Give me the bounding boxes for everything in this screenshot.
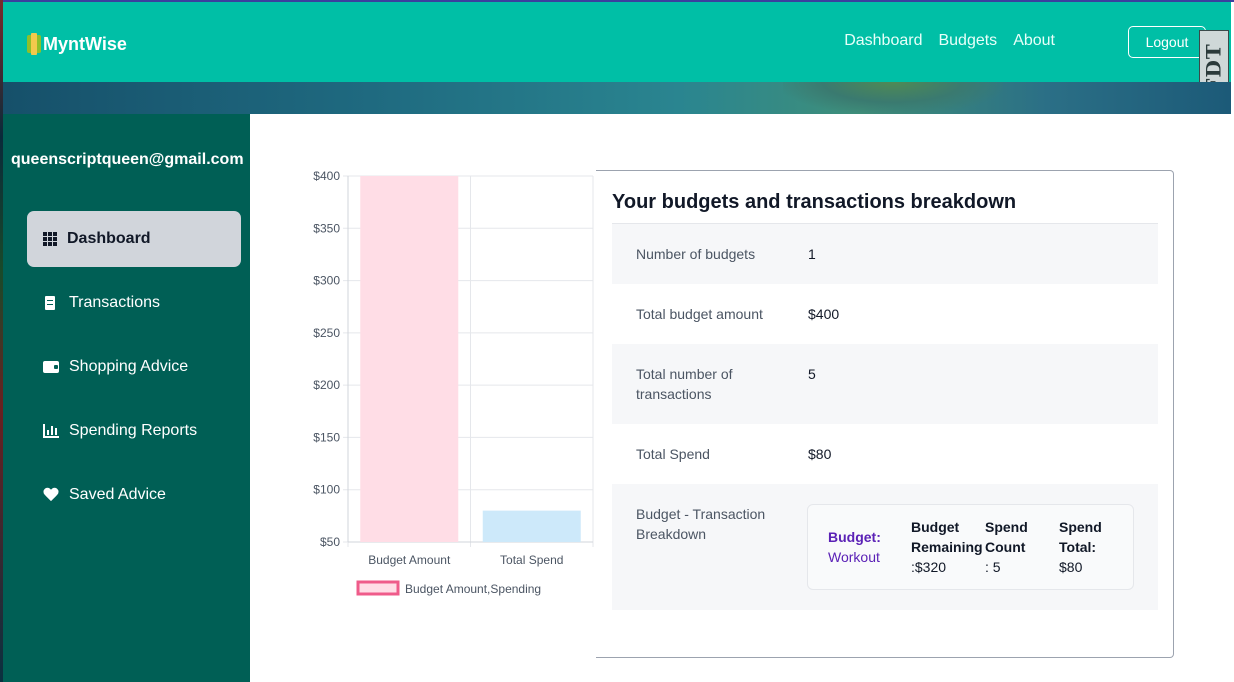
sidebar-item-label: Transactions [69, 294, 160, 311]
x-tick-label: Total Spend [500, 553, 563, 567]
sidebar-item-shopping-advice[interactable]: Shopping Advice [27, 339, 241, 395]
brand[interactable]: MyntWise [27, 33, 127, 55]
nav-link-budgets[interactable]: Budgets [938, 32, 998, 49]
nav-link-dashboard[interactable]: Dashboard [844, 32, 923, 49]
bar-budget-amount [360, 176, 459, 542]
row-value: 5 [808, 366, 816, 382]
y-tick-label: $50 [320, 535, 340, 549]
bar-chart-icon [43, 424, 59, 438]
spend-total: Spend Total: $80 [1059, 519, 1102, 575]
y-tick-label: $250 [313, 326, 340, 340]
row-value: 1 [808, 246, 816, 262]
logout-button[interactable]: Logout [1128, 26, 1206, 58]
table-row: Total budget amount $400 [612, 284, 1158, 344]
nav-links: Dashboard Budgets About [844, 32, 1055, 50]
window-left-edge [0, 0, 3, 682]
y-tick-label: $350 [313, 221, 340, 235]
user-email: queenscriptqueen@gmail.com [11, 151, 244, 168]
budget-spend-bar-chart: $50 $100 $150 $200 $250 $300 $350 $400 Budget Am… [313, 169, 594, 596]
sidebar-item-saved-advice[interactable]: Saved Advice [27, 467, 241, 523]
sidebar: queenscriptqueen@gmail.com Dashboard Tra… [3, 114, 250, 682]
sidebar-item-label: Spending Reports [69, 422, 198, 439]
budget-breakdown-item: Budget: Workout Budget Remaining :$320 S… [807, 504, 1134, 590]
legend-label: Budget Amount,Spending [405, 582, 541, 596]
sidebar-item-label: Shopping Advice [69, 358, 189, 375]
sidebar-item-dashboard[interactable]: Dashboard [27, 211, 241, 267]
spend-count: Spend Count : 5 [985, 519, 1028, 575]
row-label: Number of budgets [636, 246, 756, 262]
sidebar-item-label: Dashboard [67, 230, 151, 247]
row-label: Budget - Transaction Breakdown [636, 506, 766, 542]
x-tick-label: Budget Amount [368, 553, 451, 567]
card-title: Your budgets and transactions breakdown [612, 191, 1017, 213]
brand-name: MyntWise [43, 33, 127, 54]
navbar: MyntWise Dashboard Budgets About Logout [3, 2, 1231, 82]
window-top-edge [0, 0, 1234, 2]
money-icon [27, 33, 41, 55]
table-row: Budget - Transaction Breakdown Budget: W… [612, 484, 1158, 610]
nav-link-about[interactable]: About [1013, 32, 1055, 49]
hero-island-image [783, 82, 1003, 114]
grid-icon [43, 232, 57, 246]
budget-remaining: Budget Remaining :$320 [911, 519, 983, 575]
heart-icon [43, 488, 59, 502]
legend-swatch [356, 580, 400, 596]
y-tick-label: $400 [313, 169, 340, 183]
hero-banner [3, 82, 1231, 114]
row-value: $400 [808, 306, 840, 322]
y-tick-label: $150 [313, 430, 340, 444]
row-label: Total Spend [636, 446, 710, 462]
sidebar-item-spending-reports[interactable]: Spending Reports [27, 403, 241, 459]
budget-name: Budget: Workout [828, 529, 881, 565]
row-value: $80 [808, 446, 832, 462]
row-label: Total number of transactions [636, 366, 733, 402]
row-label: Total budget amount [636, 306, 763, 322]
table-row: Total number of transactions 5 [612, 344, 1158, 424]
sidebar-item-label: Saved Advice [69, 486, 166, 503]
table-row: Total Spend $80 [612, 424, 1158, 484]
divider [612, 223, 1158, 224]
breakdown-card: Your budgets and transactions breakdown … [596, 170, 1174, 658]
bar-total-spend [482, 510, 581, 542]
y-tick-label: $100 [313, 483, 340, 497]
sidebar-item-transactions[interactable]: Transactions [27, 275, 241, 331]
y-tick-label: $200 [313, 378, 340, 392]
wallet-icon [43, 360, 59, 374]
receipt-icon [43, 296, 57, 310]
y-tick-label: $300 [313, 274, 340, 288]
table-row: Number of budgets 1 [612, 224, 1158, 284]
